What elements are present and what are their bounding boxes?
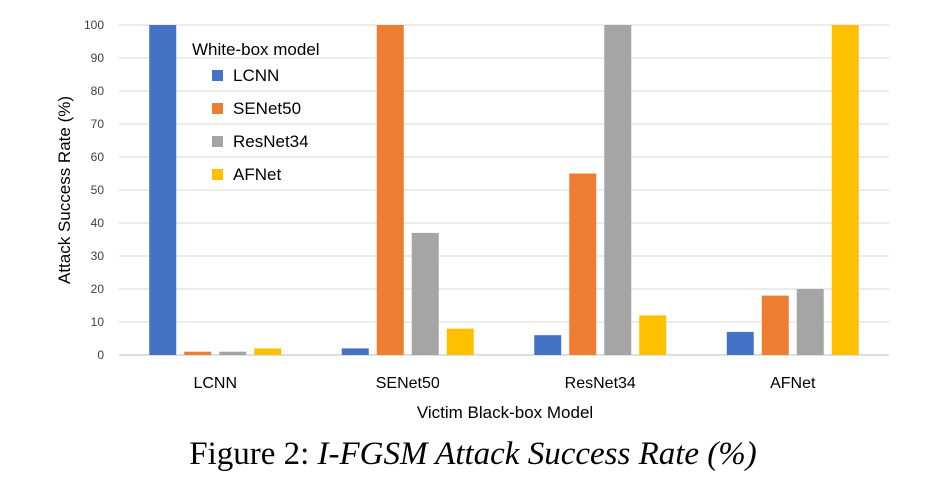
y-tick-label: 40	[91, 216, 105, 230]
legend-label: ResNet34	[233, 132, 309, 151]
x-tick-label: SENet50	[376, 375, 440, 392]
bar-resnet34-senet50	[411, 232, 439, 355]
bar-afnet-resnet34	[639, 315, 667, 355]
legend-label: SENet50	[233, 99, 301, 118]
y-tick-label: 90	[91, 51, 105, 65]
y-tick-label: 70	[91, 117, 105, 131]
legend-swatch	[212, 136, 223, 147]
legend-swatch	[212, 70, 223, 81]
bar-lcnn-resnet34	[534, 335, 562, 355]
bar-chart: 0 10 20 30 40 50 60 70 80 90 100 LCNN SENet50 ResNet…	[55, 18, 889, 422]
legend-label: LCNN	[233, 66, 279, 85]
bar-lcnn-afnet	[726, 331, 754, 355]
y-tick-label: 60	[91, 150, 105, 164]
y-tick-label: 20	[91, 282, 105, 296]
legend-swatch	[212, 103, 223, 114]
y-axis-title: Attack Success Rate (%)	[55, 96, 74, 284]
figure-caption: Figure 2: I-FGSM Attack Success Rate (%)	[0, 436, 946, 473]
legend-label: AFNet	[233, 165, 281, 184]
bar-resnet34-lcnn	[219, 351, 247, 355]
gridlines	[119, 24, 889, 356]
caption-label: Figure 2:	[189, 436, 310, 472]
bar-afnet-senet50	[446, 328, 474, 355]
bar-afnet-afnet	[831, 25, 859, 355]
bar-lcnn-lcnn	[149, 25, 177, 355]
y-tick-label: 30	[91, 249, 105, 263]
y-tick-label: 10	[91, 315, 105, 329]
bar-senet50-senet50	[376, 25, 404, 355]
y-tick-labels: 0 10 20 30 40 50 60 70 80 90 100	[84, 18, 104, 362]
legend: White-box model LCNN SENet50 ResNet34 AFNet	[192, 40, 320, 184]
x-axis-title: Victim Black-box Model	[417, 403, 593, 422]
y-tick-label: 100	[84, 18, 104, 32]
x-category-labels: LCNN SENet50 ResNet34 AFNet	[193, 375, 816, 392]
bar-senet50-resnet34	[569, 173, 597, 355]
bar-lcnn-senet50	[341, 348, 369, 355]
x-tick-label: LCNN	[193, 375, 237, 392]
y-tick-label: 50	[91, 183, 105, 197]
bars	[149, 25, 859, 355]
y-tick-label: 0	[97, 348, 104, 362]
y-tick-label: 80	[91, 84, 105, 98]
legend-title: White-box model	[192, 40, 320, 59]
bar-senet50-afnet	[761, 295, 789, 355]
bar-senet50-lcnn	[184, 351, 212, 355]
caption-text: I-FGSM Attack Success Rate (%)	[317, 436, 757, 472]
x-tick-label: ResNet34	[565, 375, 636, 392]
bar-afnet-lcnn	[254, 348, 282, 355]
legend-swatch	[212, 169, 223, 180]
x-tick-label: AFNet	[770, 375, 816, 392]
bar-resnet34-resnet34	[604, 25, 632, 355]
bar-resnet34-afnet	[796, 289, 824, 355]
